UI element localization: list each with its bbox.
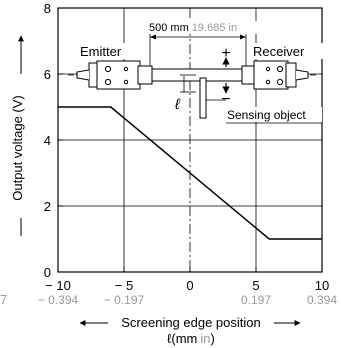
x-tick-label-inch: 0.394: [307, 293, 337, 307]
y-axis-label: Output voltage (V): [10, 95, 25, 201]
x-tick-label-inch: − 0.197: [104, 293, 145, 307]
ell-label: ℓ: [174, 96, 181, 113]
y-tick-label: 2: [44, 199, 51, 214]
light-beam: [151, 68, 247, 82]
x-tick-label: − 5: [115, 278, 133, 293]
axis-ticks: 0 2 4 6 8 − 10 − 5 0 5 10 − 0.394 − 0.197 0.197 0.394: [38, 1, 338, 307]
x-tick-label: 0: [186, 278, 193, 293]
x-tick-label: − 10: [45, 278, 71, 293]
x-tick-label-inch: 0.197: [241, 293, 271, 307]
receiver-unit: [241, 60, 309, 90]
distance-label: 500 mm 19.685 in: [149, 22, 237, 34]
emitter-unit: [76, 60, 153, 90]
y-tick-label: 8: [44, 1, 51, 16]
series-line: [58, 106, 322, 240]
x-axis-label: Screening edge position: [121, 315, 261, 330]
sensing-object: [199, 77, 207, 119]
minus-marker: −: [221, 91, 230, 108]
x-tick-label-inch: − 0.394: [38, 293, 79, 307]
receiver-label: Receiver: [253, 44, 305, 59]
x-tick-label: 5: [252, 278, 259, 293]
x-axis-unit: ℓ(mm in): [167, 331, 215, 346]
y-tick-label: 4: [44, 133, 51, 148]
sensing-object-label: Sensing object: [227, 108, 306, 122]
distance-in: 19.685 in: [192, 22, 237, 34]
x-tick-label: 10: [315, 278, 329, 293]
plus-marker: +: [221, 45, 230, 62]
distance-mm: 500 mm: [149, 22, 189, 34]
x-tick-label-inch-cutoff: 7: [0, 292, 7, 307]
y-tick-label: 0: [44, 265, 51, 280]
y-tick-label: 6: [44, 67, 51, 82]
x-axis-unit-close: ): [210, 331, 214, 346]
x-axis-unit-in: in: [200, 331, 210, 346]
emitter-label: Emitter: [80, 44, 122, 59]
sensor-diagram: 500 mm 19.685 in Emitter Receiver + − ℓ …: [68, 21, 323, 124]
x-axis-unit-mm: ℓ(mm: [167, 331, 197, 346]
